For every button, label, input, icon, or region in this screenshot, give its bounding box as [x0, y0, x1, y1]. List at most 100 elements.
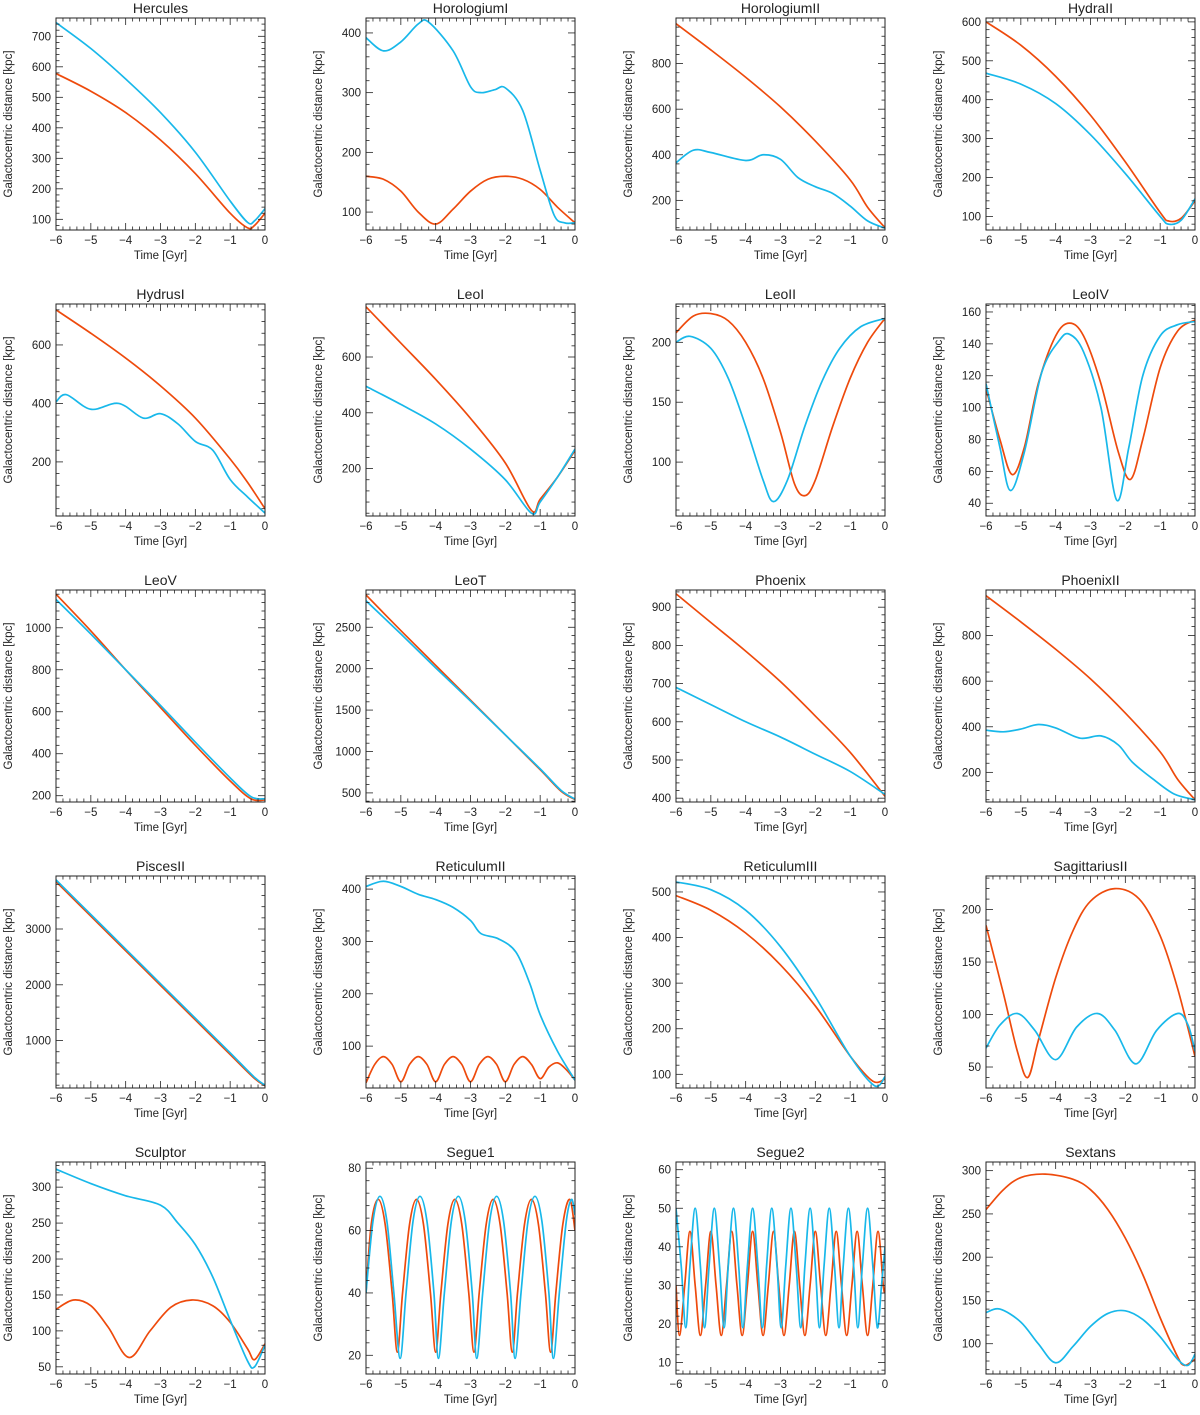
y-axis-label: Galactocentric distance [kpc] [623, 622, 635, 769]
panel-horologiumi: HorologiumI −6 −5 −4 −3 −2 −1 0 100 200 300 400 Time… [313, 0, 578, 262]
y-tick-label: 100 [32, 1326, 51, 1338]
x-tick-label: −2 [499, 1093, 512, 1105]
x-tick-label: −5 [394, 521, 407, 533]
x-tick-label: −5 [704, 235, 717, 247]
x-tick-label: −6 [669, 1093, 682, 1105]
y-tick-label: 200 [652, 337, 671, 349]
panel-title: PhoenixII [1061, 572, 1119, 588]
panel-segue1: Segue1 −6 −5 −4 −3 −2 −1 0 20 40 60 80 Time [Gyr] Gal… [313, 1144, 578, 1406]
x-tick-label: −2 [499, 521, 512, 533]
y-tick-label: 20 [348, 1350, 361, 1362]
x-tick-label: −2 [189, 807, 202, 819]
y-tick-label: 200 [962, 905, 981, 917]
y-tick-label: 250 [962, 1209, 981, 1221]
y-tick-label: 500 [342, 788, 361, 800]
y-tick-label: 50 [38, 1362, 51, 1374]
x-axis-label: Time [Gyr] [1064, 1108, 1117, 1120]
y-tick-label: 200 [32, 184, 51, 196]
y-tick-label: 60 [658, 1165, 671, 1177]
plot-frame [675, 17, 886, 231]
x-tick-label: −6 [49, 235, 62, 247]
panel-reticulumiii: ReticulumIII −6 −5 −4 −3 −2 −1 0 100 200 300 400 500… [623, 858, 888, 1120]
x-tick-label: −4 [739, 235, 753, 247]
y-axis-label: Galactocentric distance [kpc] [623, 50, 635, 197]
panel-title: ReticulumII [435, 858, 505, 874]
x-axis-label: Time [Gyr] [134, 250, 187, 262]
x-tick-label: −1 [1154, 807, 1167, 819]
y-tick-label: 150 [32, 1290, 51, 1302]
x-tick-label: −1 [844, 807, 857, 819]
x-tick-label: −5 [704, 1093, 717, 1105]
y-tick-label: 40 [968, 498, 981, 510]
y-tick-label: 400 [32, 749, 51, 761]
y-tick-label: 300 [342, 88, 361, 100]
y-tick-label: 600 [962, 17, 981, 29]
x-axis-label: Time [Gyr] [1064, 250, 1117, 262]
x-tick-label: −3 [1084, 235, 1097, 247]
series-line-red [366, 1198, 575, 1354]
panel-title: ReticulumIII [744, 858, 818, 874]
x-tick-label: −3 [464, 807, 477, 819]
series-line-red [366, 175, 575, 225]
panel-leoi: LeoI −6 −5 −4 −3 −2 −1 0 200 400 600 Time [Gyr] Gala… [313, 286, 578, 548]
panel-title: HorologiumI [433, 0, 508, 16]
x-tick-label: −2 [499, 807, 512, 819]
plot-frame [55, 589, 266, 803]
x-tick-label: 0 [882, 1093, 888, 1105]
y-tick-label: 300 [962, 134, 981, 146]
plot-frame [365, 875, 576, 1089]
x-axis-label: Time [Gyr] [754, 536, 807, 548]
y-tick-label: 30 [658, 1280, 671, 1292]
y-tick-label: 800 [962, 631, 981, 643]
x-tick-label: −6 [979, 1093, 992, 1105]
x-tick-label: −2 [809, 1093, 822, 1105]
y-tick-label: 100 [962, 1339, 981, 1351]
series-line-blue [366, 385, 575, 515]
x-tick-label: −2 [1119, 521, 1132, 533]
y-tick-label: 400 [652, 933, 671, 945]
x-tick-label: −5 [84, 235, 97, 247]
x-tick-label: −4 [1049, 521, 1063, 533]
series-line-blue [986, 72, 1195, 226]
x-tick-label: −1 [1154, 235, 1167, 247]
series-line-blue [676, 881, 885, 1088]
y-tick-label: 900 [652, 602, 671, 614]
x-axis-label: Time [Gyr] [134, 1108, 187, 1120]
x-tick-label: −6 [49, 521, 62, 533]
x-tick-label: −4 [119, 1093, 133, 1105]
x-tick-label: −3 [774, 235, 787, 247]
x-tick-label: 0 [882, 235, 888, 247]
x-tick-label: −5 [84, 1379, 97, 1391]
x-tick-label: −2 [499, 1379, 512, 1391]
x-tick-label: −6 [669, 807, 682, 819]
y-axis-label: Galactocentric distance [kpc] [3, 50, 15, 197]
panel-title: Sculptor [135, 1144, 187, 1160]
panel-phoenixii: PhoenixII −6 −5 −4 −3 −2 −1 0 200 400 600 800 Time [… [933, 572, 1198, 834]
y-tick-label: 100 [652, 1069, 671, 1081]
x-tick-label: −4 [1049, 807, 1063, 819]
y-tick-label: 50 [658, 1203, 671, 1215]
y-axis-label: Galactocentric distance [kpc] [623, 908, 635, 1055]
series-line-blue [366, 880, 575, 1081]
y-axis-label: Galactocentric distance [kpc] [313, 1194, 325, 1341]
x-tick-label: −4 [739, 1093, 753, 1105]
y-axis-label: Galactocentric distance [kpc] [3, 908, 15, 1055]
x-tick-label: −1 [224, 235, 237, 247]
x-tick-label: −1 [1154, 1093, 1167, 1105]
panel-leoii: LeoII −6 −5 −4 −3 −2 −1 0 100 150 200 Time [Gyr] Gal… [623, 286, 888, 548]
y-tick-label: 400 [962, 95, 981, 107]
x-tick-label: −1 [224, 521, 237, 533]
series-line-red [676, 312, 885, 497]
x-tick-label: 0 [572, 235, 578, 247]
y-tick-label: 500 [32, 92, 51, 104]
plot-frame [365, 589, 576, 803]
x-axis-label: Time [Gyr] [754, 250, 807, 262]
y-tick-label: 200 [652, 1024, 671, 1036]
y-tick-label: 300 [962, 1166, 981, 1178]
x-tick-label: −3 [774, 521, 787, 533]
y-tick-label: 600 [32, 707, 51, 719]
series-line-blue [56, 598, 265, 800]
x-tick-label: −4 [1049, 1379, 1063, 1391]
x-tick-label: −2 [189, 1093, 202, 1105]
